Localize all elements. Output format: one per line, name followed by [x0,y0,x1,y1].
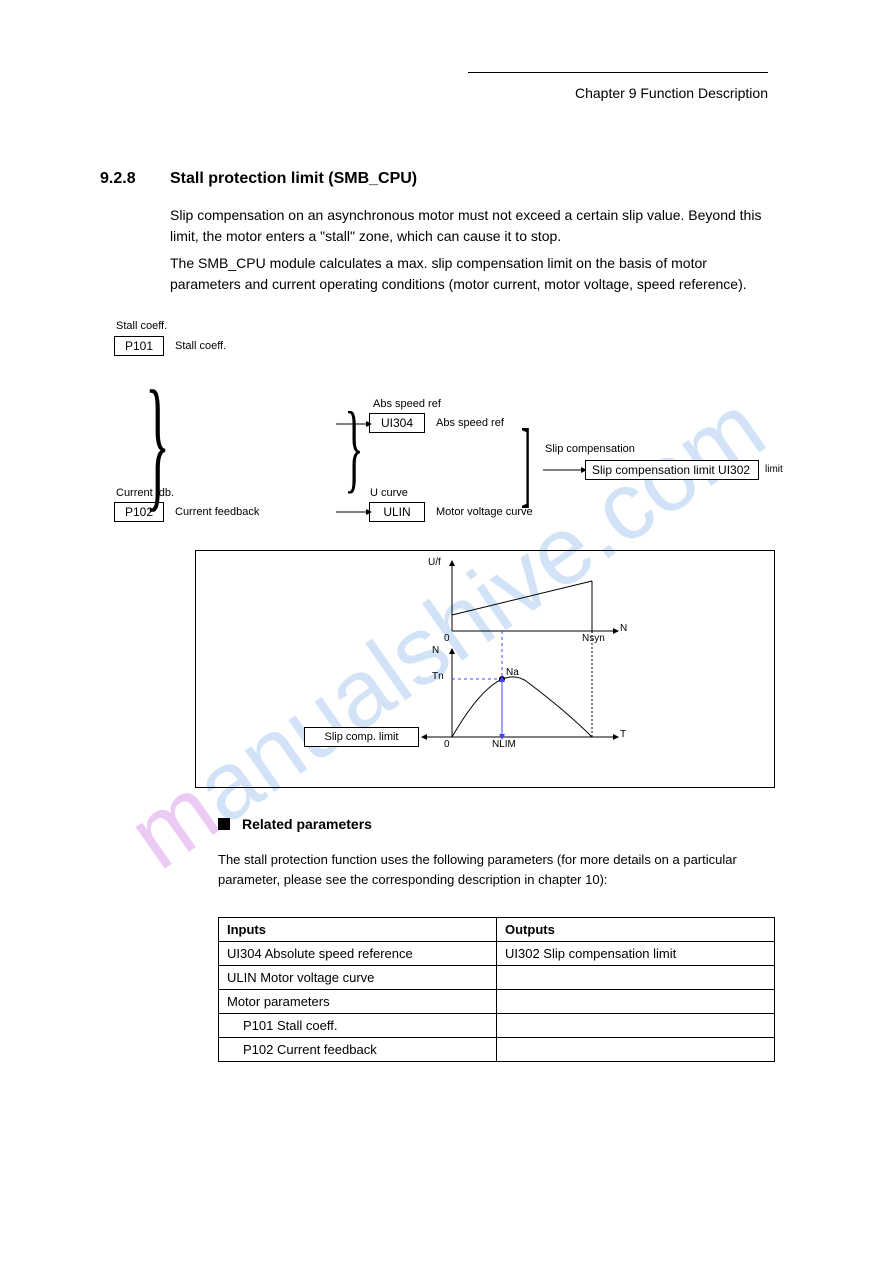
table-cell: UI304 Absolute speed reference [219,942,497,966]
arrow-3 [543,466,587,474]
label-abs-speed-2: Abs speed ref [436,417,504,429]
chart-n1-label: N [620,623,627,634]
chart-na: Na [506,667,519,678]
label-current-fdb-2: Current feedback [175,506,259,518]
chart-nlim: NLIM [492,739,516,750]
params-table: InputsOutputs UI304 Absolute speed refer… [218,917,775,1062]
box-ulin: ULIN [369,502,425,522]
label-slip-right: limit [765,464,783,475]
table-cell [497,966,775,990]
table-cell: Motor parameters [219,990,497,1014]
brace-2: } [344,389,363,504]
table-cell: P102 Current feedback [219,1038,497,1062]
table-cell: ULIN Motor voltage curve [219,966,497,990]
table-cell: UI302 Slip compensation limit [497,942,775,966]
paragraph-2: The SMB_CPU module calculates a max. sli… [170,253,770,295]
label-u-curve: U curve [370,487,408,499]
chart-svg [196,551,774,787]
chart-uf-label: U/f [428,557,441,568]
brace-1: } [145,358,170,528]
label-stall-coeff: Stall coeff. [116,320,167,332]
arrow-1 [336,420,372,428]
section-title: Stall protection limit (SMB_CPU) [170,170,417,188]
brace-3: ] [521,407,531,518]
box-slip: Slip compensation limit UI302 [585,460,759,480]
paragraph-3: The stall protection function uses the f… [218,850,773,889]
arrow-2 [336,508,372,516]
label-stall-coeff-2: Stall coeff. [175,340,226,352]
chart-t-label: T [620,729,626,740]
table-cell: P101 Stall coeff. [219,1014,497,1038]
th-inputs: Inputs [219,918,497,942]
paragraph-1: Slip compensation on an asynchronous mot… [170,205,770,247]
table-cell [497,1038,775,1062]
square-bullet [218,818,230,830]
box-ui304: UI304 [369,413,425,433]
chart-slip-box: Slip comp. limit [304,727,419,747]
label-u-curve-2: Motor voltage curve [436,506,533,518]
chapter-header: Chapter 9 Function Description [575,85,768,101]
chart-zero1: 0 [444,633,450,644]
chart-tn: Tn [432,671,444,682]
related-params-title: Related parameters [242,816,372,832]
table-cell [497,1014,775,1038]
section-number: 9.2.8 [100,170,136,188]
chart-n2-label: N [432,645,439,656]
table-cell [497,990,775,1014]
label-slip-comp-top: Slip compensation [545,443,635,455]
box-p101: P101 [114,336,164,356]
chart-container: U/f N 0 Nsyn N Tn T 0 NLIM Na [195,550,775,788]
chart-zero2: 0 [444,739,450,750]
chart-nsyn: Nsyn [582,633,605,644]
th-outputs: Outputs [497,918,775,942]
label-abs-speed: Abs speed ref [373,398,441,410]
